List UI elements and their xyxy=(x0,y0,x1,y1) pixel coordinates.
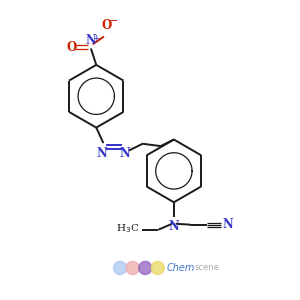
Text: N: N xyxy=(120,147,130,160)
Text: scene: scene xyxy=(195,263,220,272)
Text: −: − xyxy=(109,16,118,26)
Text: Chem: Chem xyxy=(167,263,195,273)
Text: O: O xyxy=(66,41,76,54)
Text: N: N xyxy=(85,34,96,47)
Text: N: N xyxy=(223,218,234,231)
Text: N: N xyxy=(97,147,108,160)
Circle shape xyxy=(139,261,152,274)
Text: O: O xyxy=(102,19,112,32)
Text: H$_3$C: H$_3$C xyxy=(116,222,140,235)
Text: +: + xyxy=(92,34,100,43)
Circle shape xyxy=(114,261,127,274)
Circle shape xyxy=(151,261,164,274)
Circle shape xyxy=(126,261,139,274)
Text: N: N xyxy=(169,220,179,232)
